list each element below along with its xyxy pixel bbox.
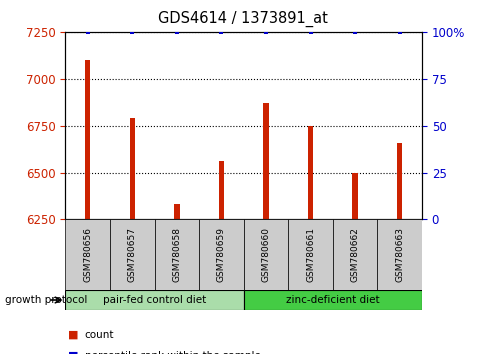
Text: GSM780656: GSM780656 (83, 227, 92, 282)
Text: GSM780663: GSM780663 (394, 227, 403, 282)
Text: GDS4614 / 1373891_at: GDS4614 / 1373891_at (157, 11, 327, 27)
Point (173, 29, 181, 35)
Bar (352, 173, 357, 219)
Text: pair-fed control diet: pair-fed control diet (103, 295, 206, 305)
Text: GSM780661: GSM780661 (305, 227, 315, 282)
Text: count: count (85, 330, 114, 339)
Bar (307, 126, 313, 219)
Text: GSM780657: GSM780657 (128, 227, 136, 282)
Point (350, 29, 358, 35)
Text: GSM780658: GSM780658 (172, 227, 181, 282)
Bar (65, 290, 243, 310)
Text: GSM780660: GSM780660 (261, 227, 270, 282)
Point (306, 29, 314, 35)
Point (217, 29, 225, 35)
Text: percentile rank within the sample: percentile rank within the sample (85, 351, 260, 354)
Text: GSM780659: GSM780659 (216, 227, 226, 282)
Bar (263, 103, 268, 219)
Bar (243, 290, 421, 310)
Text: ■: ■ (68, 330, 78, 339)
Point (128, 29, 136, 35)
Point (261, 29, 269, 35)
Bar (199, 219, 243, 290)
Bar (332, 219, 377, 290)
Bar (129, 118, 135, 219)
Bar (243, 219, 287, 290)
Text: growth protocol: growth protocol (5, 295, 87, 305)
Bar (154, 219, 199, 290)
Bar (218, 161, 224, 219)
Text: zinc-deficient diet: zinc-deficient diet (286, 295, 379, 305)
Bar (85, 60, 90, 219)
Bar (287, 219, 332, 290)
Text: ■: ■ (68, 351, 78, 354)
Point (84, 29, 91, 35)
Bar (377, 219, 421, 290)
Bar (110, 219, 154, 290)
Point (395, 29, 403, 35)
Bar (65, 219, 110, 290)
Bar (174, 205, 179, 219)
Bar (396, 143, 402, 219)
Text: GSM780662: GSM780662 (350, 227, 359, 282)
